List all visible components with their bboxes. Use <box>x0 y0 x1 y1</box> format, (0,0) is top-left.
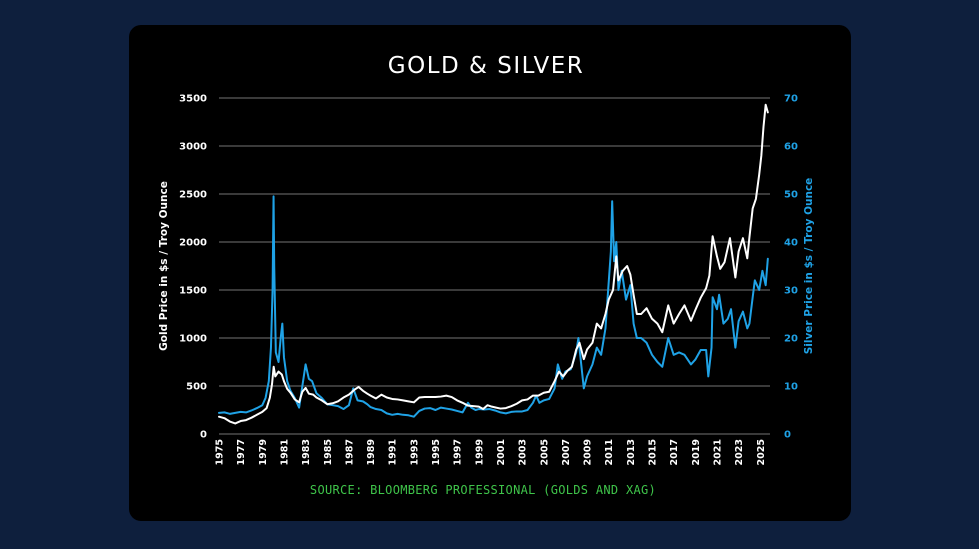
x-tick-label: 1989 <box>366 439 377 465</box>
left-tick-label: 3000 <box>179 142 207 153</box>
left-tick-label: 2500 <box>179 190 207 201</box>
right-axis-ticks: 0 10 20 30 40 50 60 70 <box>784 94 798 441</box>
chart-title: GOLD & SILVER <box>388 53 584 79</box>
x-tick-label: 1975 <box>215 439 226 465</box>
left-axis-label: Gold Price in $s / Troy Ounce <box>158 181 170 351</box>
left-tick-label: 1000 <box>179 334 207 345</box>
x-tick-label: 2023 <box>734 439 745 465</box>
x-tick-label: 1999 <box>474 439 485 465</box>
x-tick-label: 1985 <box>323 439 334 465</box>
left-tick-label: 500 <box>186 382 207 393</box>
x-tick-label: 1991 <box>388 439 399 465</box>
x-tick-label: 2011 <box>604 439 615 465</box>
left-tick-label: 3500 <box>179 94 207 105</box>
left-tick-label: 2000 <box>179 238 207 249</box>
right-tick-label: 60 <box>784 142 798 153</box>
grid-lines <box>219 97 770 435</box>
x-axis-ticks: 1975 1977 1979 1981 1983 1985 1987 1989 1991 1993… <box>215 439 767 465</box>
right-axis-label: Silver Price in $s / Troy Ounce <box>803 178 815 355</box>
x-tick-label: 1987 <box>344 439 355 465</box>
left-tick-label: 1500 <box>179 286 207 297</box>
right-tick-label: 0 <box>784 430 791 441</box>
x-tick-label: 2021 <box>712 439 723 465</box>
x-tick-label: 2007 <box>561 439 572 465</box>
x-tick-label: 2019 <box>691 439 702 465</box>
x-tick-label: 1983 <box>301 439 312 465</box>
series-lines <box>218 103 769 425</box>
right-tick-label: 50 <box>784 190 798 201</box>
left-axis-ticks: 0 500 1000 1500 2000 2500 3000 3500 <box>179 94 207 441</box>
x-tick-label: 1981 <box>279 439 290 465</box>
source-note: SOURCE: BLOOMBERG PROFESSIONAL (GOLDS AN… <box>310 483 656 497</box>
right-tick-label: 20 <box>784 334 798 345</box>
right-tick-label: 40 <box>784 238 798 249</box>
chart-svg: GOLD & SILVER 05001000150020002500300035… <box>158 53 815 497</box>
x-tick-label: 2025 <box>756 439 767 465</box>
x-tick-label: 2001 <box>496 439 507 465</box>
left-tick-label: 0 <box>200 430 207 441</box>
right-tick-label: 70 <box>784 94 798 105</box>
x-tick-label: 1977 <box>236 439 247 465</box>
x-tick-label: 2003 <box>518 439 529 465</box>
x-tick-label: 2005 <box>539 439 550 465</box>
x-tick-label: 2017 <box>669 439 680 465</box>
x-tick-label: 1995 <box>431 439 442 465</box>
right-tick-label: 10 <box>784 382 798 393</box>
x-tick-label: 2015 <box>648 439 659 465</box>
x-tick-label: 1997 <box>453 439 464 465</box>
right-tick-label: 30 <box>784 286 798 297</box>
gold-price-line <box>218 103 769 425</box>
chart-card: GOLD & SILVER 0 500 1000 1500 2000 2500 3000 35… <box>129 25 851 521</box>
x-tick-label: 2013 <box>626 439 637 465</box>
x-tick-label: 2009 <box>583 439 594 465</box>
x-tick-label: 1979 <box>258 439 269 465</box>
x-tick-label: 1993 <box>409 439 420 465</box>
